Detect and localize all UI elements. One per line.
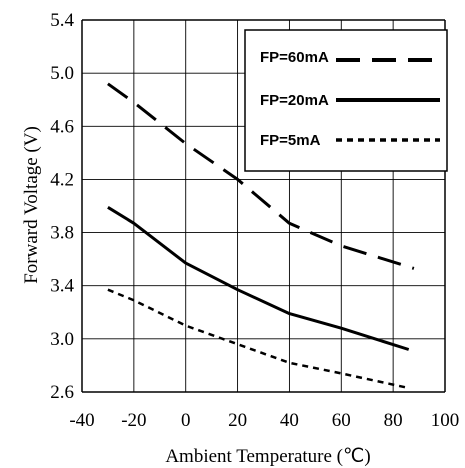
x-axis-title: Ambient Temperature (℃) <box>165 446 370 467</box>
y-tick-label: 4.2 <box>50 169 74 190</box>
y-tick-label: 3.0 <box>50 329 74 350</box>
x-tick-label: -40 <box>69 410 94 431</box>
x-tick-label: 100 <box>431 410 460 431</box>
y-tick-label: 3.8 <box>50 223 74 244</box>
series-line-fp-20ma <box>107 206 410 351</box>
y-tick-label: 5.4 <box>50 10 74 31</box>
y-tick-label: 4.6 <box>50 116 74 137</box>
legend: FP=60mA FP=20mA FP=5mA <box>244 29 448 172</box>
x-tick-label: 40 <box>280 410 299 431</box>
y-tick-label: 2.6 <box>50 382 74 403</box>
y-tick-label: 5.0 <box>50 63 74 84</box>
x-tick-label: 60 <box>332 410 351 431</box>
series-lines <box>107 82 415 390</box>
x-tick-label: 20 <box>228 410 247 431</box>
x-tick-label: -20 <box>121 410 146 431</box>
legend-label-5ma: FP=5mA <box>260 132 321 149</box>
legend-label-60ma: FP=60mA <box>260 49 329 66</box>
series-line-fp-60ma <box>107 82 415 270</box>
x-tick-label: 80 <box>384 410 403 431</box>
y-axis-title: Forward Voltage (V) <box>21 126 42 284</box>
legend-label-20ma: FP=20mA <box>260 92 329 109</box>
x-tick-label: 0 <box>181 410 191 431</box>
tick-labels: -40 -20 0 20 40 60 80 100 2.6 3.0 3.4 3.8 4.2 4.6 5.0 5… <box>50 10 459 431</box>
y-tick-label: 3.4 <box>50 276 74 297</box>
